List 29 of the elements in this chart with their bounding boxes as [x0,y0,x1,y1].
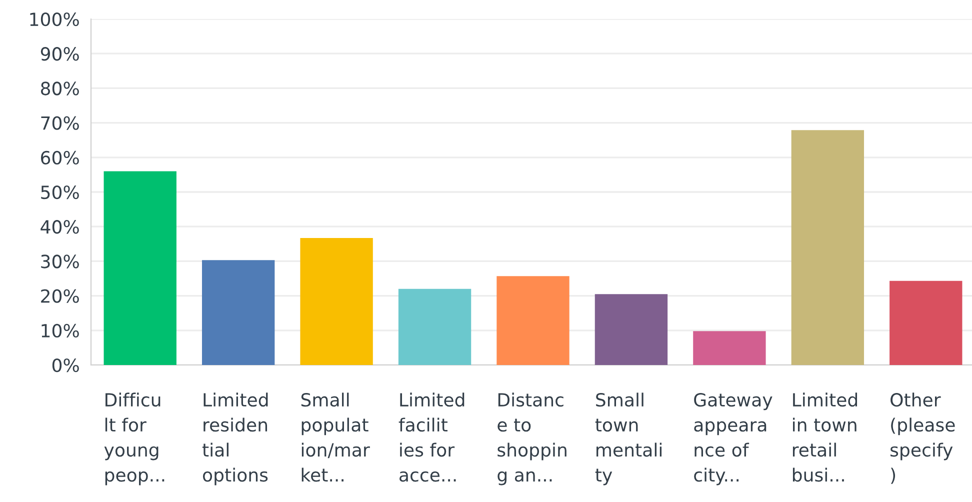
x-tick-label: Small town mentali ty [595,392,662,486]
x-tick-label: Gateway appeara nce of city... [694,393,772,486]
y-tick-label: 20% [41,289,79,303]
bar [398,288,472,365]
bar [202,260,275,365]
x-tick-label: Limited facilit ies for acce... [398,392,464,482]
bar [594,294,668,365]
bar [693,331,766,365]
x-tick-label: Small populat ion/mar ket... [301,392,370,482]
y-tick-label: 90% [40,47,79,61]
bar [300,238,373,365]
bar [496,276,570,365]
y-tick-label: 70% [41,116,79,130]
x-tick-label: Limited in town retail busi... [792,392,858,482]
y-tick-label: 10% [42,324,79,338]
bar [791,130,864,365]
x-tick-label: Difficu lt for young peop... [104,392,164,486]
y-tick-label: 100% [30,12,79,26]
bar [890,280,962,365]
bar [104,171,176,365]
y-tick-label: 0% [52,358,79,372]
y-tick-label: 40% [40,220,79,234]
y-tick-label: 30% [41,254,79,268]
y-tick-label: 80% [40,82,79,96]
x-tick-label: Distanc e to shoppin g an... [498,392,566,486]
y-tick-label: 60% [41,150,79,165]
x-tick-label: Other (please specify ) [890,392,955,484]
y-tick-label: 50% [41,185,79,200]
x-tick-label: Limited residen tial options [202,392,268,486]
